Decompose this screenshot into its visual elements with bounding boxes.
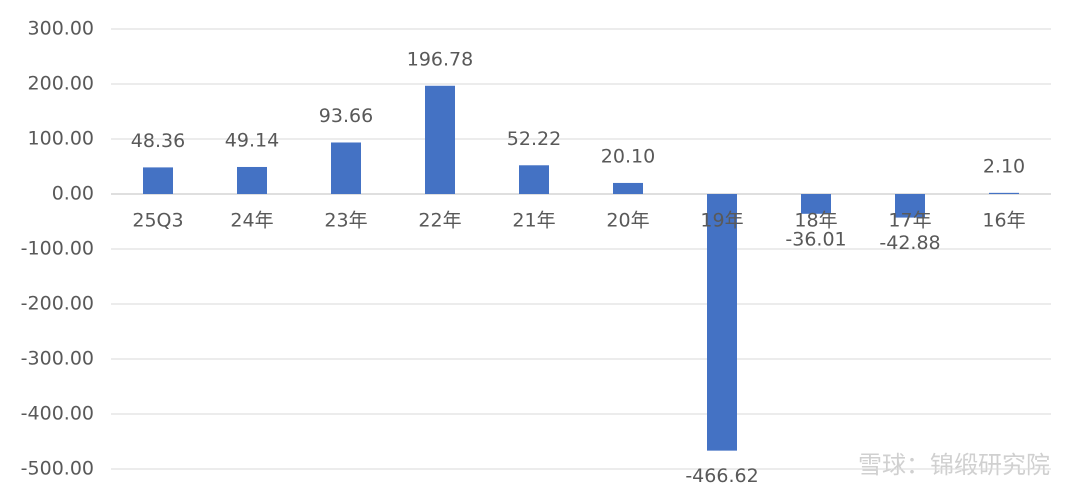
y-tick-label: -100.00 [21,238,94,260]
value-label: 2.10 [983,155,1025,177]
value-label: 20.10 [601,145,655,167]
x-tick-label: 19年 [700,210,743,232]
x-tick-label: 22年 [418,210,461,232]
y-tick-label: -300.00 [21,348,94,370]
x-tick-label: 21年 [512,210,555,232]
bar [331,142,361,194]
y-tick-label: 100.00 [28,128,94,150]
value-label: -466.62 [685,465,758,487]
value-label: 49.14 [225,129,279,151]
value-label: 93.66 [319,105,373,127]
x-tick-label: 18年 [794,210,837,232]
x-tick-label: 17年 [888,210,931,232]
bar [707,194,737,451]
x-tick-label: 20年 [606,210,649,232]
value-label: 52.22 [507,128,561,150]
x-tick-label: 23年 [324,210,367,232]
y-tick-label: 0.00 [52,183,94,205]
y-tick-label: 300.00 [28,18,94,40]
bar [425,85,455,194]
bar [801,194,831,214]
bar [237,166,267,194]
bar [989,192,1019,194]
y-tick-label: -200.00 [21,293,94,315]
watermark: 雪球：锦缎研究院 [858,451,1050,479]
x-tick-label: 24年 [230,210,273,232]
value-label: -42.88 [879,232,940,254]
x-tick-label: 25Q3 [132,210,183,232]
value-label: 48.36 [131,130,185,152]
value-label: -36.01 [785,228,846,250]
value-label: 196.78 [407,48,473,70]
bar [613,182,643,194]
bar [519,165,549,194]
bar [895,194,925,218]
y-tick-label: 200.00 [28,73,94,95]
bar [143,167,173,194]
y-tick-label: -500.00 [21,458,94,480]
x-tick-label: 16年 [982,210,1025,232]
y-tick-label: -400.00 [21,403,94,425]
